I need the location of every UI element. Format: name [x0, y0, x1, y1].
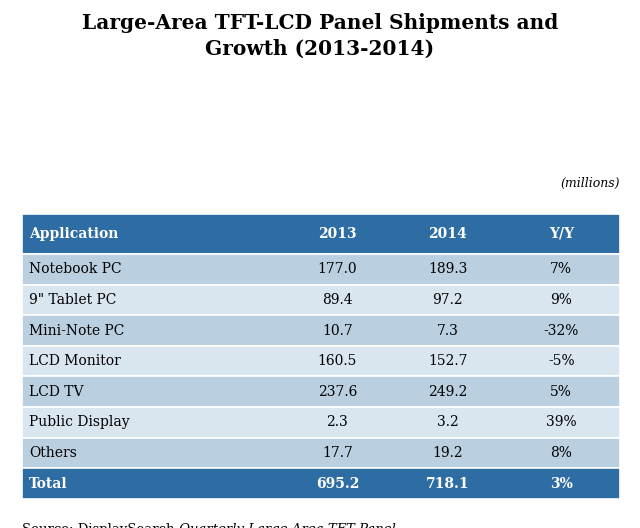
Bar [22, 285, 620, 315]
Text: Large-Area TFT-LCD Panel Shipments and
Growth (2013-2014): Large-Area TFT-LCD Panel Shipments and G… [82, 13, 558, 59]
Bar [22, 214, 620, 254]
Text: Others: Others [29, 446, 77, 460]
Text: 7%: 7% [550, 262, 572, 276]
Bar [22, 315, 620, 346]
Text: -32%: -32% [543, 324, 579, 337]
Text: Y/Y: Y/Y [548, 227, 574, 241]
Text: 152.7: 152.7 [428, 354, 468, 368]
Text: -5%: -5% [548, 354, 575, 368]
Bar [22, 438, 620, 468]
Text: 5%: 5% [550, 385, 572, 399]
Text: 2013: 2013 [318, 227, 356, 241]
Text: Public Display: Public Display [29, 416, 129, 429]
Text: Quarterly Large Area TFT Panel: Quarterly Large Area TFT Panel [179, 523, 396, 528]
Text: 9%: 9% [550, 293, 572, 307]
Text: 2.3: 2.3 [326, 416, 348, 429]
Text: 189.3: 189.3 [428, 262, 468, 276]
Text: 19.2: 19.2 [433, 446, 463, 460]
Text: 237.6: 237.6 [317, 385, 357, 399]
Text: 7.3: 7.3 [437, 324, 459, 337]
Text: 160.5: 160.5 [317, 354, 357, 368]
Text: Notebook PC: Notebook PC [29, 262, 122, 276]
Text: Application: Application [29, 227, 118, 241]
Text: LCD Monitor: LCD Monitor [29, 354, 121, 368]
Text: 39%: 39% [546, 416, 577, 429]
Text: (millions): (millions) [560, 177, 620, 190]
Text: 97.2: 97.2 [433, 293, 463, 307]
Text: Source: DisplaySearch: Source: DisplaySearch [22, 523, 179, 528]
Text: Total: Total [29, 477, 67, 491]
Text: 10.7: 10.7 [322, 324, 353, 337]
Bar [22, 376, 620, 407]
Text: 3%: 3% [550, 477, 573, 491]
Text: 695.2: 695.2 [316, 477, 359, 491]
Text: 3.2: 3.2 [437, 416, 459, 429]
Text: Mini-Note PC: Mini-Note PC [29, 324, 124, 337]
Text: 8%: 8% [550, 446, 572, 460]
Text: 249.2: 249.2 [428, 385, 468, 399]
Bar [22, 407, 620, 438]
Text: 9" Tablet PC: 9" Tablet PC [29, 293, 116, 307]
Text: 17.7: 17.7 [322, 446, 353, 460]
Bar [22, 254, 620, 285]
Bar [22, 346, 620, 376]
Text: 177.0: 177.0 [317, 262, 357, 276]
Text: 2014: 2014 [428, 227, 467, 241]
Text: LCD TV: LCD TV [29, 385, 83, 399]
Text: 89.4: 89.4 [322, 293, 353, 307]
Bar [22, 468, 620, 499]
Text: 718.1: 718.1 [426, 477, 470, 491]
